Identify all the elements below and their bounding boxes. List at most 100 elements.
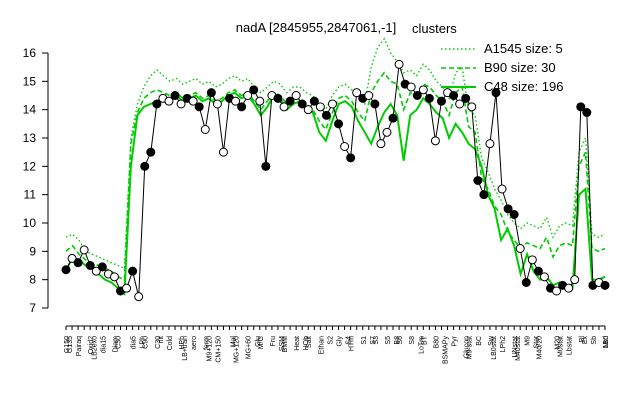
x-tick-label: B8 — [394, 336, 401, 345]
x-tick-label: Sb — [591, 336, 598, 345]
x-tick-label: M40stat — [515, 336, 522, 361]
x-tick-label: Cold — [167, 336, 174, 351]
data-point — [237, 102, 247, 112]
x-tick-label: CM+150 — [215, 336, 222, 363]
legend-label: B90 size: 30 — [484, 60, 556, 75]
data-point — [394, 59, 404, 69]
data-point — [321, 110, 331, 120]
x-axis: G150 Pairaq Oxid2 dia15 Diam dia5 C90 C30 Cold HP… — [64, 325, 610, 365]
data-point — [418, 85, 428, 95]
x-tick-label: Pairaq — [76, 336, 83, 356]
data-point — [376, 139, 386, 149]
data-point — [279, 102, 289, 112]
x-tick-label: S1 — [361, 336, 368, 345]
data-point — [206, 88, 216, 98]
x-tick-label: Ex — [582, 336, 589, 345]
x-tick-label: M9-stat — [467, 336, 474, 359]
data-point — [327, 99, 337, 109]
data-point — [334, 119, 344, 129]
data-point — [449, 91, 459, 100]
x-tick-label: LoTm — [418, 336, 425, 354]
x-tick-label: Sw — [488, 335, 495, 346]
points-connector — [65, 64, 606, 297]
x-tick-label: dia15 — [100, 336, 107, 353]
data-point — [406, 82, 416, 92]
legend-label: A1545 size: 5 — [484, 41, 563, 56]
x-tick-label: BMM — [282, 336, 289, 353]
legend: clusters A1545 size: 5 B90 size: 30 C48 si… — [412, 21, 564, 94]
x-tick-label: LB0stat — [491, 336, 498, 360]
data-point — [539, 272, 549, 282]
x-tick-label: Glu — [255, 336, 262, 347]
x-tick-label: BT — [421, 335, 428, 345]
y-axis: 7 8 9 10 11 12 13 14 15 16 — [23, 46, 49, 315]
y-tick-label: 13 — [23, 131, 37, 145]
legend-title: clusters — [412, 21, 457, 36]
x-tick-label: Fru — [270, 336, 277, 347]
x-tick-label: Heat — [294, 336, 301, 351]
data-point — [231, 96, 241, 106]
x-tick-label: M0stat — [558, 336, 565, 357]
data-point — [273, 93, 283, 103]
data-point — [533, 266, 543, 276]
x-tick-label: LB2exo — [91, 336, 98, 360]
data-point — [461, 93, 471, 103]
x-tick-label: BSMAPy — [443, 336, 450, 365]
data-point — [297, 99, 307, 109]
data-point — [491, 88, 501, 98]
x-tick-label: C30 — [155, 336, 162, 349]
data-point — [388, 113, 398, 123]
x-tick-label: S7 — [370, 336, 377, 345]
y-tick-label: 16 — [23, 46, 37, 60]
data-point — [303, 105, 313, 115]
data-point — [243, 91, 253, 100]
legend-entries: A1545 size: 5 B90 size: 30 C48 size: 196 — [441, 41, 564, 94]
data-point — [382, 127, 392, 137]
x-tick-label: LB+tran — [182, 336, 189, 361]
data-point — [97, 262, 107, 272]
x-tick-label: C90 — [143, 336, 150, 349]
data-point — [582, 108, 592, 117]
data-point — [527, 255, 537, 265]
data-point — [212, 99, 222, 109]
x-tick-label: Salt — [306, 336, 313, 348]
x-tick-label: M9 — [524, 336, 531, 346]
y-tick-label: 14 — [23, 103, 37, 117]
data-point — [479, 190, 489, 200]
x-tick-label: MG+60 — [246, 336, 253, 359]
data-point — [61, 265, 71, 275]
y-tick-label: 9 — [29, 244, 36, 258]
data-point — [436, 96, 446, 106]
x-tick-label: nit — [158, 336, 165, 343]
data-point — [521, 278, 531, 287]
data-point — [455, 99, 465, 109]
data-point — [218, 147, 228, 157]
data-point — [309, 96, 319, 106]
data-point — [140, 161, 150, 171]
data-point — [346, 153, 356, 163]
x-tick-label: aero — [191, 336, 198, 350]
data-point — [91, 266, 101, 276]
x-tick-label: Stat — [533, 336, 540, 349]
data-point — [430, 136, 440, 146]
x-tick-label: S4 — [346, 336, 353, 345]
x-tick-label: Mal — [231, 336, 238, 348]
data-point — [255, 96, 265, 106]
x-tick-label: Gly — [337, 336, 344, 347]
data-point — [503, 204, 513, 214]
x-tick-label: G150 — [64, 336, 71, 353]
x-tick-label: HTm — [349, 336, 356, 351]
data-point — [424, 93, 434, 103]
x-tick-label: Lbstat — [567, 336, 574, 355]
data-point — [134, 292, 144, 302]
data-point — [370, 99, 380, 109]
y-tick-label: 15 — [23, 74, 37, 88]
data-point — [164, 96, 174, 106]
data-point — [194, 102, 204, 112]
data-point — [249, 85, 259, 95]
x-tick-label: Pyr — [452, 335, 459, 346]
x-tick-label: Diam — [112, 336, 119, 353]
data-point — [576, 102, 586, 112]
x-tick-label: S8 — [409, 336, 416, 345]
